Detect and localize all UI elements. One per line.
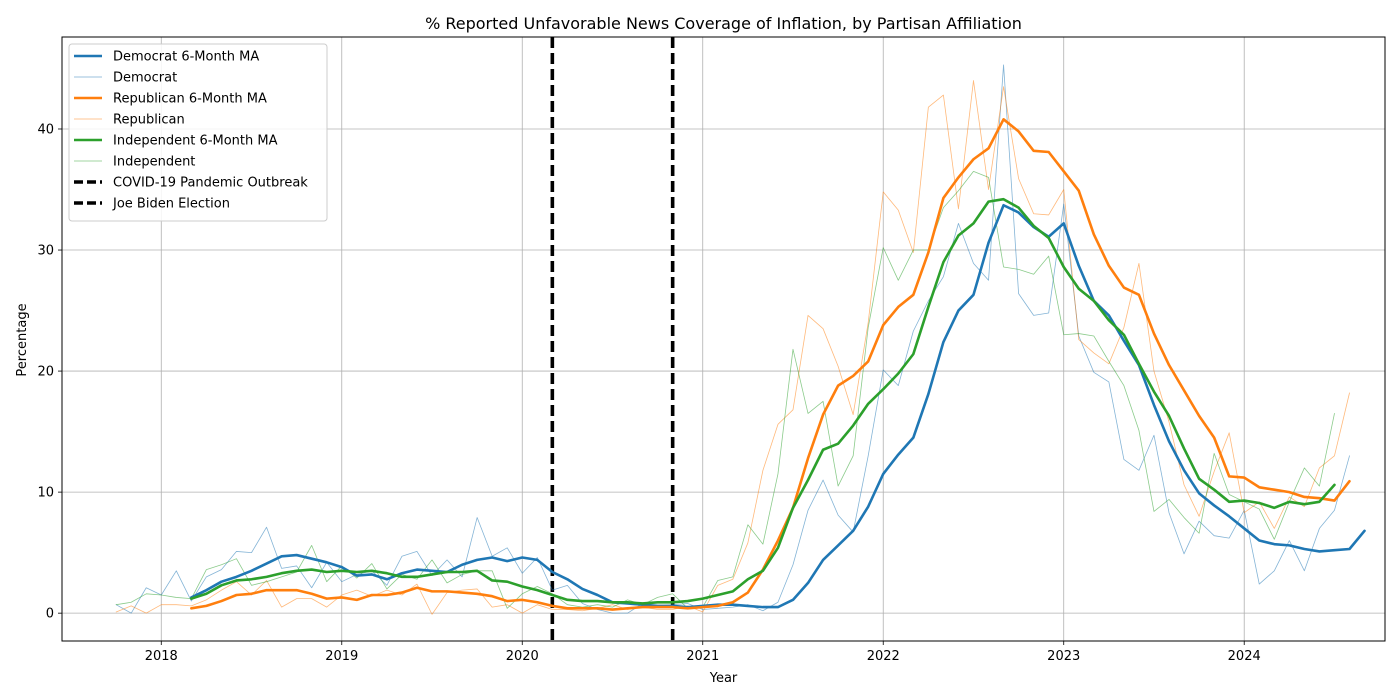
y-tick-label: 40 [37,122,54,137]
event-lines [550,37,675,641]
x-tick-label: 2022 [867,649,900,664]
legend-label: Independent 6-Month MA [113,134,278,149]
series-line-democrat-6-month-ma [190,203,1366,609]
legend-label: Democrat 6-Month MA [113,50,259,65]
y-axis: 0 10 20 30 40 [37,122,62,622]
x-tick-label: 2018 [145,649,178,664]
x-tick-label: 2024 [1228,649,1261,664]
series-line-republican-6-month-ma [190,118,1351,611]
x-tick-label: 2023 [1047,649,1080,664]
x-axis: 2018 2019 2020 2021 2022 2023 2024 [145,641,1261,664]
y-tick-label: 30 [37,244,54,259]
series-line-republican [115,80,1350,615]
x-axis-label: Year [709,671,738,686]
x-tick-label: 2020 [506,649,539,664]
y-tick-label: 20 [37,365,54,380]
legend-label: Joe Biden Election [112,197,230,212]
y-axis-label: Percentage [15,303,30,376]
chart-title: % Reported Unfavorable News Coverage of … [425,14,1022,33]
x-tick-label: 2021 [686,649,719,664]
legend-label: Democrat [113,71,177,86]
grid [62,37,1385,641]
y-tick-label: 0 [46,607,54,622]
legend-label: Republican 6-Month MA [113,92,267,107]
legend-label: COVID-19 Pandemic Outbreak [113,176,308,191]
series-line-independent [115,170,1335,609]
y-tick-label: 10 [37,486,54,501]
x-tick-label: 2019 [325,649,358,664]
series-line-independent-6-month-ma [190,197,1336,605]
legend-box [68,43,328,222]
legend-label: Independent [113,155,195,170]
legend: Democrat 6-Month MA Democrat Republican 6-… [68,43,328,222]
legend-label: Republican [113,113,185,128]
series-lines [115,64,1366,615]
plot-frame [61,36,1386,642]
